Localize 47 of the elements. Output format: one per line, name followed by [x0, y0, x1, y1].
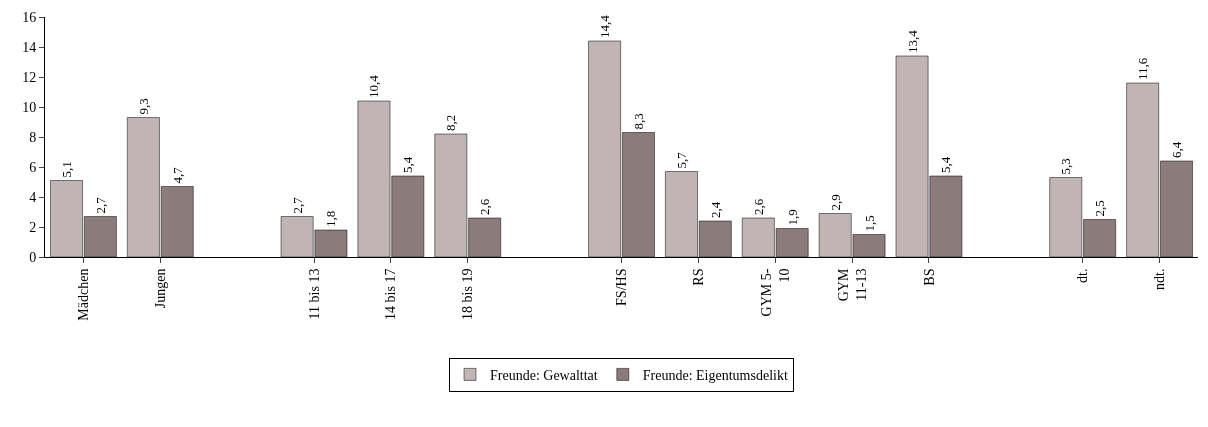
y-tick-label: 8	[29, 129, 37, 145]
x-tick-label: ndt.	[1152, 268, 1168, 290]
y-tick-label: 12	[22, 69, 37, 85]
y-tick-label: 2	[29, 219, 37, 235]
x-tick-label: BS	[921, 268, 937, 286]
legend-label: Freunde: Eigentumsdelikt	[642, 367, 788, 383]
data-label: 8,2	[443, 114, 459, 131]
data-label: 2,6	[477, 198, 493, 215]
data-label: 2,9	[827, 194, 843, 211]
data-label: 2,4	[707, 201, 723, 218]
y-tick-label: 6	[29, 159, 37, 175]
data-label: 1,9	[784, 209, 800, 226]
data-label: 6,4	[1168, 141, 1184, 158]
y-tick-label: 14	[22, 39, 37, 55]
data-label: 5,1	[59, 161, 75, 178]
data-label: 2,5	[1092, 200, 1108, 217]
x-tick-label: Mädchen	[75, 268, 91, 321]
data-label: 5,4	[938, 156, 954, 173]
data-label: 5,7	[673, 151, 689, 169]
data-label: 1,8	[323, 210, 339, 227]
data-label: 10,4	[366, 74, 382, 98]
y-tick-label: 16	[22, 9, 37, 25]
data-label: 2,7	[92, 196, 108, 214]
x-tick-label: GYM 11-13	[835, 268, 869, 302]
data-label: 5,3	[1058, 158, 1074, 175]
x-tick-label: GYM 5- 10	[758, 268, 792, 317]
data-label: 11,6	[1135, 57, 1151, 80]
x-tick-label: 18 bis 19	[460, 268, 476, 320]
y-tick-label: 0	[29, 249, 37, 265]
data-label: 4,7	[169, 166, 185, 184]
y-tick-label: 10	[22, 99, 37, 115]
x-tick-label: 11 bis 13	[306, 268, 322, 320]
data-label: 5,4	[400, 156, 416, 173]
x-tick-label: dt.	[1075, 268, 1091, 283]
y-tick-label: 4	[29, 189, 37, 205]
x-tick-label: RS	[690, 268, 706, 286]
x-tick-label: 14 bis 17	[383, 268, 399, 320]
data-label: 2,7	[289, 196, 305, 214]
x-tick-label: Jungen	[152, 268, 168, 309]
data-label: 2,6	[750, 198, 766, 215]
data-label: 13,4	[904, 29, 920, 53]
data-label: 1,5	[861, 215, 877, 232]
data-label: 9,3	[135, 98, 151, 115]
x-tick-label: FS/HS	[614, 268, 630, 306]
data-label: 8,3	[630, 113, 646, 130]
legend-label: Freunde: Gewalttat	[490, 367, 598, 383]
data-label: 14,4	[597, 14, 613, 38]
